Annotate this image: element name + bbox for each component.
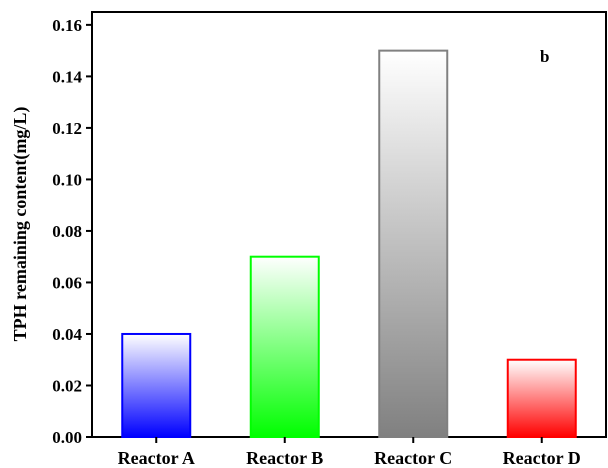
x-tick-label: Reactor B [246, 448, 323, 468]
panel-label: b [540, 47, 549, 66]
y-tick-label: 0.04 [52, 325, 82, 344]
y-tick-label: 0.08 [52, 222, 82, 241]
y-tick-label: 0.06 [52, 273, 82, 292]
bar-reactor-d [506, 358, 577, 438]
y-tick-label: 0.16 [52, 16, 82, 35]
bar-reactor-b [249, 255, 320, 438]
x-tick-label: Reactor C [374, 448, 452, 468]
bar-reactor-a [121, 332, 192, 438]
x-axis-labels: Reactor A Reactor B Reactor C Reactor D [118, 437, 581, 468]
x-tick-label: Reactor D [503, 448, 581, 468]
y-axis-ticks: 0.00 0.02 0.04 0.06 0.08 0.10 0.12 0.14 0.16 [52, 16, 92, 447]
x-tick-label: Reactor A [118, 448, 195, 468]
bars [121, 49, 577, 439]
y-axis-label: TPH remaining content(mg/L) [10, 107, 31, 342]
y-tick-label: 0.12 [52, 119, 82, 138]
y-tick-label: 0.14 [52, 67, 82, 86]
y-tick-label: 0.00 [52, 428, 82, 447]
y-tick-label: 0.10 [52, 170, 82, 189]
bar-reactor-c [378, 49, 449, 439]
plot-frame [91, 11, 607, 438]
y-tick-label: 0.02 [52, 376, 82, 395]
